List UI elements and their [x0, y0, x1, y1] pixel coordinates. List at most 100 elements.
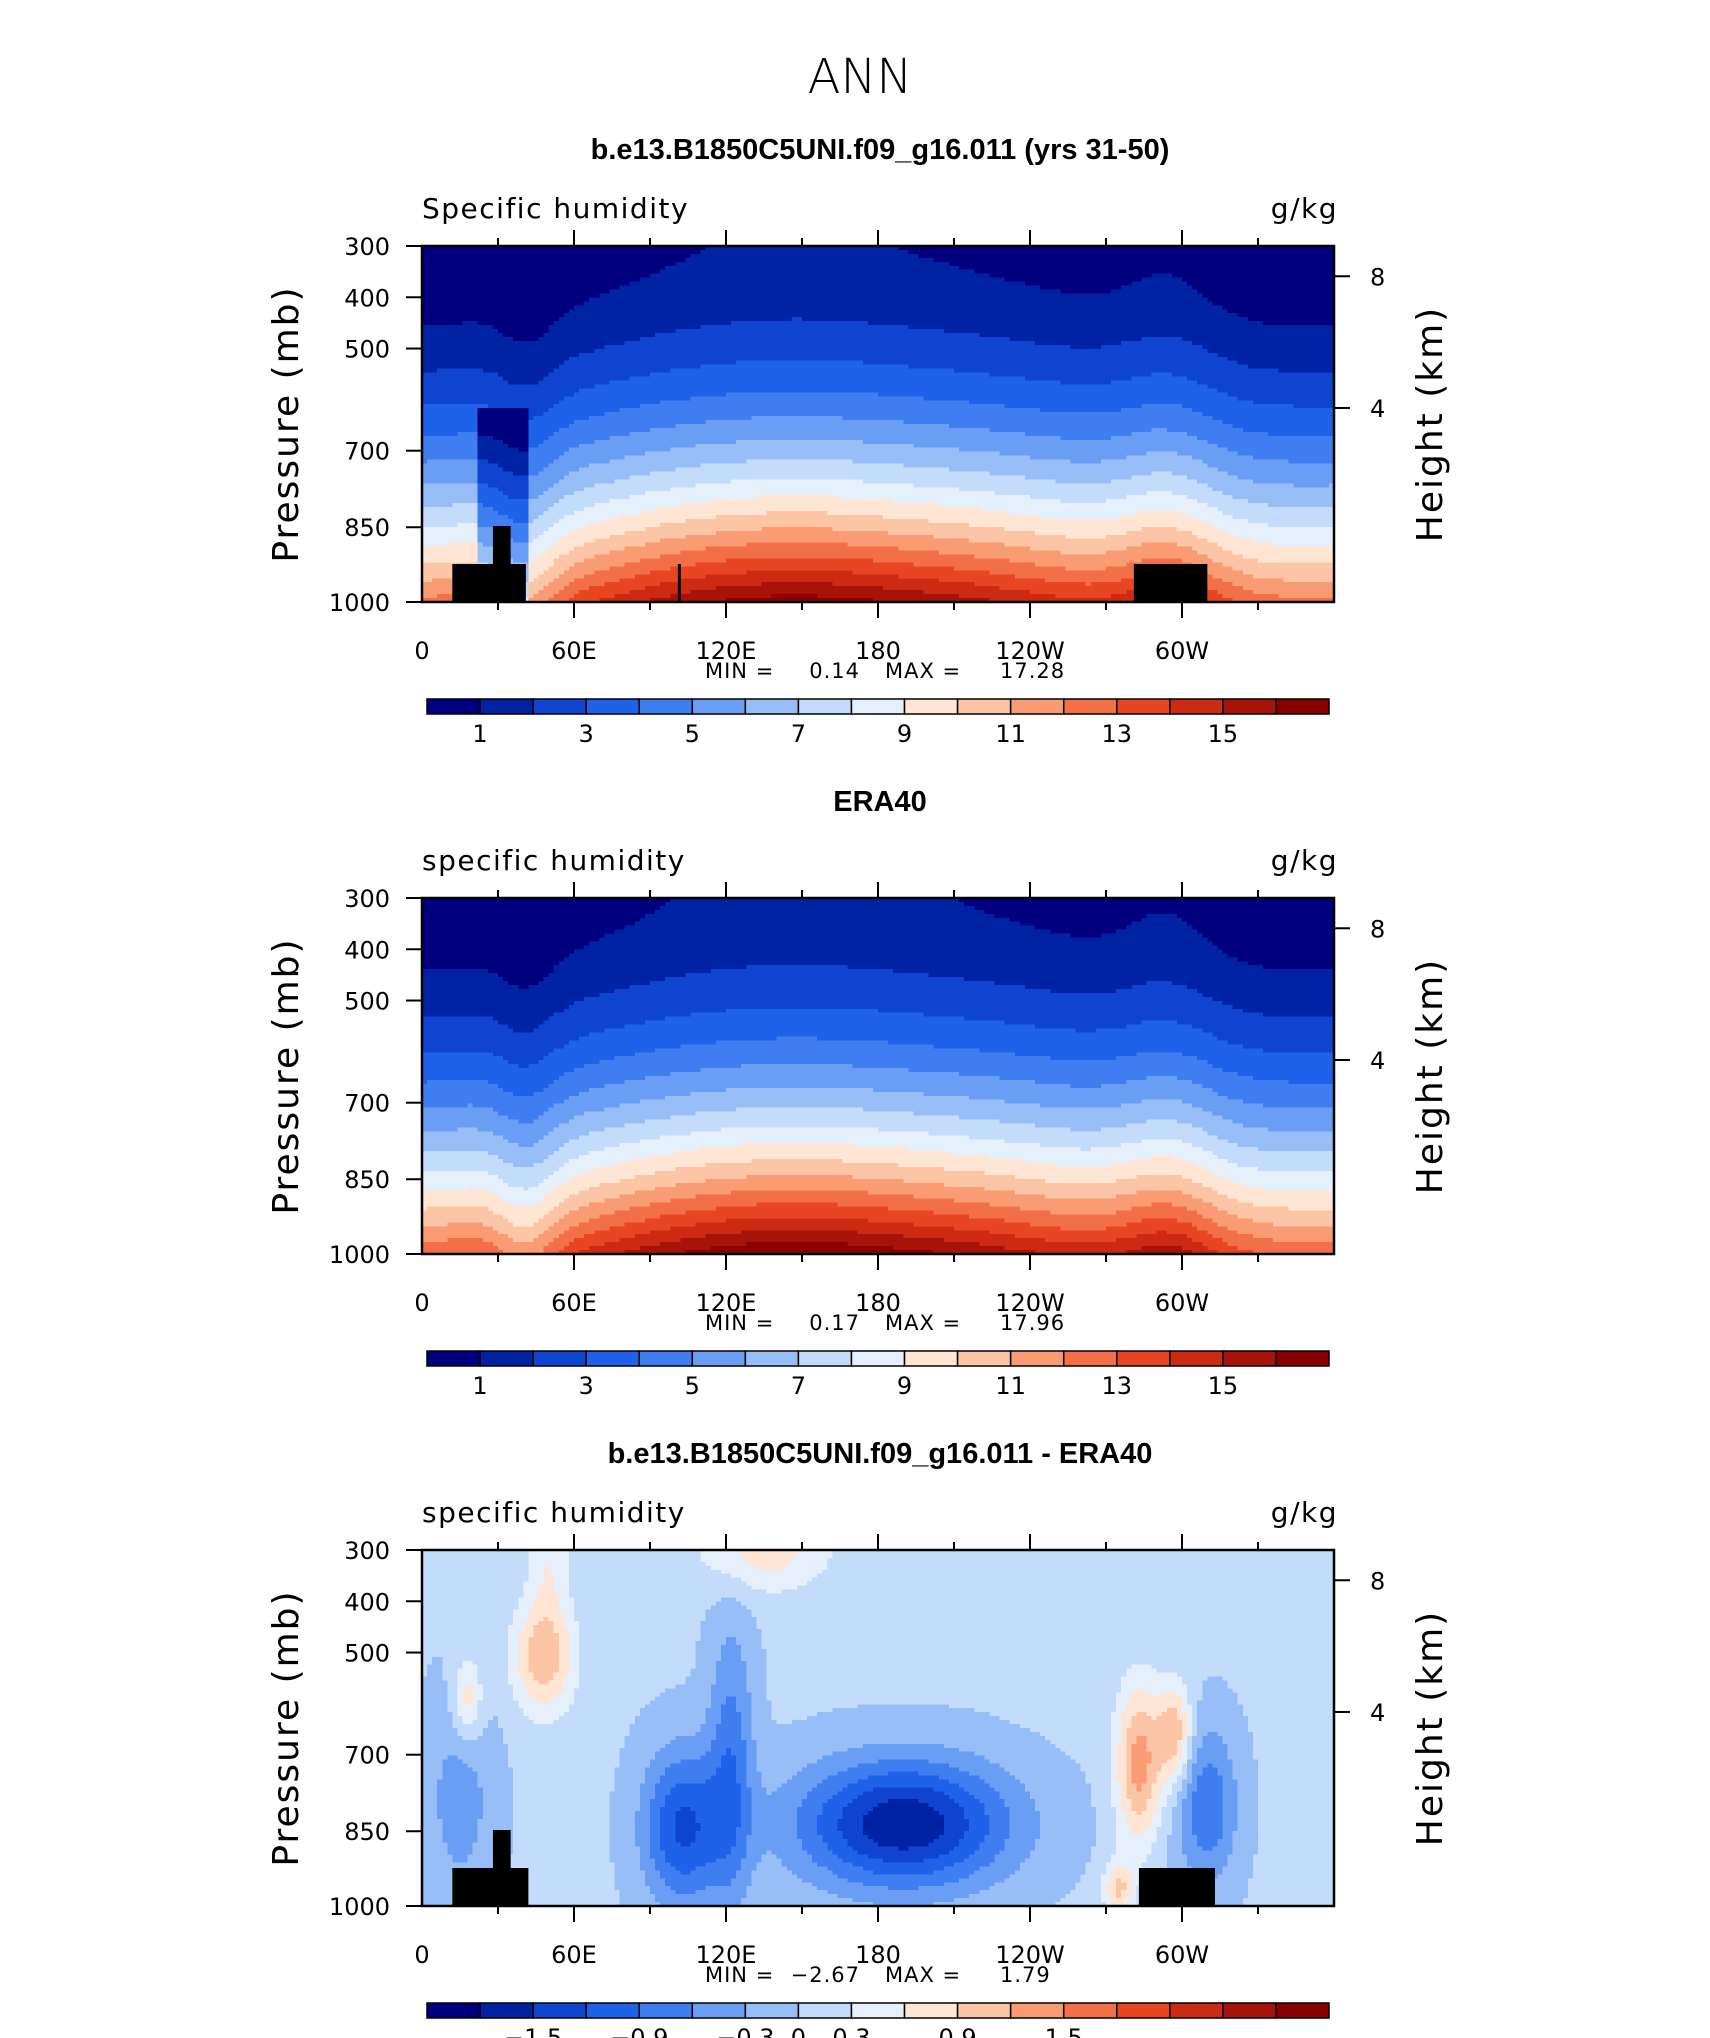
field-cell: [1136, 317, 1143, 322]
field-cell: [1019, 289, 1026, 295]
field-cell: [599, 246, 605, 251]
field-cell: [594, 269, 600, 275]
field-cell: [462, 329, 469, 334]
field-cell: [1278, 261, 1284, 267]
field-cell: [1227, 344, 1234, 350]
field-cell: [508, 333, 514, 338]
field-cell: [756, 352, 763, 358]
field-cell: [1258, 269, 1264, 275]
field-cell: [498, 352, 504, 358]
field-cell: [979, 344, 985, 350]
field-cell: [903, 352, 909, 358]
field-cell: [893, 246, 899, 251]
field-cell: [1207, 309, 1213, 314]
field-cell: [807, 344, 813, 350]
field-cell: [1263, 277, 1269, 283]
field-cell: [1055, 273, 1061, 279]
field-cell: [442, 348, 448, 354]
field-cell: [938, 269, 945, 275]
field-cell: [609, 281, 616, 287]
field-cell: [1303, 277, 1310, 283]
field-cell: [761, 249, 768, 255]
field-cell: [726, 305, 732, 310]
field-cell: [872, 348, 879, 354]
field-cell: [837, 253, 844, 259]
field-cell: [878, 344, 884, 350]
field-cell: [761, 261, 768, 267]
field-cell: [442, 289, 448, 295]
field-cell: [533, 273, 540, 279]
field-cell: [1323, 325, 1330, 330]
field-cell: [1252, 305, 1259, 310]
field-cell: [761, 257, 768, 263]
field-cell: [624, 257, 631, 263]
field-cell: [852, 305, 859, 310]
field-cell: [776, 329, 783, 334]
field-cell: [568, 297, 575, 302]
field-cell: [878, 273, 884, 279]
field-cell: [518, 309, 524, 314]
field-cell: [1187, 261, 1193, 267]
field-cell: [503, 277, 509, 283]
field-cell: [1227, 293, 1234, 299]
field-cell: [796, 329, 803, 334]
field-cell: [563, 297, 570, 302]
field-cell: [538, 333, 545, 338]
field-cell: [579, 277, 585, 283]
field-cell: [690, 329, 697, 334]
field-cell: [427, 340, 433, 346]
field-cell: [1328, 344, 1334, 350]
field-cell: [513, 317, 519, 322]
field-cell: [923, 336, 930, 342]
field-cell: [1217, 261, 1224, 267]
field-cell: [898, 317, 904, 322]
field-cell: [634, 309, 641, 314]
field-cell: [888, 281, 894, 287]
field-cell: [1146, 281, 1153, 287]
field-cell: [634, 344, 641, 350]
field-cell: [913, 269, 920, 275]
field-cell: [928, 309, 935, 314]
field-cell: [1171, 321, 1178, 326]
field-cell: [442, 329, 448, 334]
field-cell: [1080, 261, 1087, 267]
field-cell: [432, 344, 438, 350]
field-cell: [1035, 325, 1041, 330]
field-cell: [994, 301, 1001, 306]
field-cell: [644, 265, 651, 271]
field-cell: [974, 336, 980, 342]
field-cell: [1197, 277, 1203, 283]
field-cell: [1009, 265, 1016, 271]
field-cell: [690, 261, 697, 267]
field-cell: [1288, 257, 1295, 263]
field-cell: [498, 289, 504, 295]
field-cell: [543, 285, 550, 291]
field-cell: [655, 340, 661, 346]
field-cell: [731, 309, 737, 314]
field-cell: [913, 305, 920, 310]
field-cell: [807, 261, 813, 267]
field-cell: [1024, 261, 1031, 267]
field-cell: [675, 348, 681, 354]
field-cell: [938, 325, 945, 330]
field-cell: [634, 301, 641, 306]
field-cell: [1318, 321, 1325, 326]
field-cell: [558, 285, 565, 291]
field-cell: [943, 321, 950, 326]
field-cell: [467, 344, 474, 350]
field-cell: [584, 344, 590, 350]
field-cell: [761, 246, 768, 251]
field-cell: [568, 281, 575, 287]
field-cell: [548, 301, 555, 306]
field-cell: [969, 309, 975, 314]
field-cell: [1192, 340, 1198, 346]
field-cell: [959, 325, 965, 330]
field-cell: [751, 273, 757, 279]
field-cell: [1222, 277, 1229, 283]
field-cell: [883, 305, 889, 310]
field-cell: [670, 317, 676, 322]
field-cell: [1176, 269, 1183, 275]
field-cell: [751, 249, 757, 255]
field-cell: [558, 321, 565, 326]
field-cell: [599, 257, 605, 263]
